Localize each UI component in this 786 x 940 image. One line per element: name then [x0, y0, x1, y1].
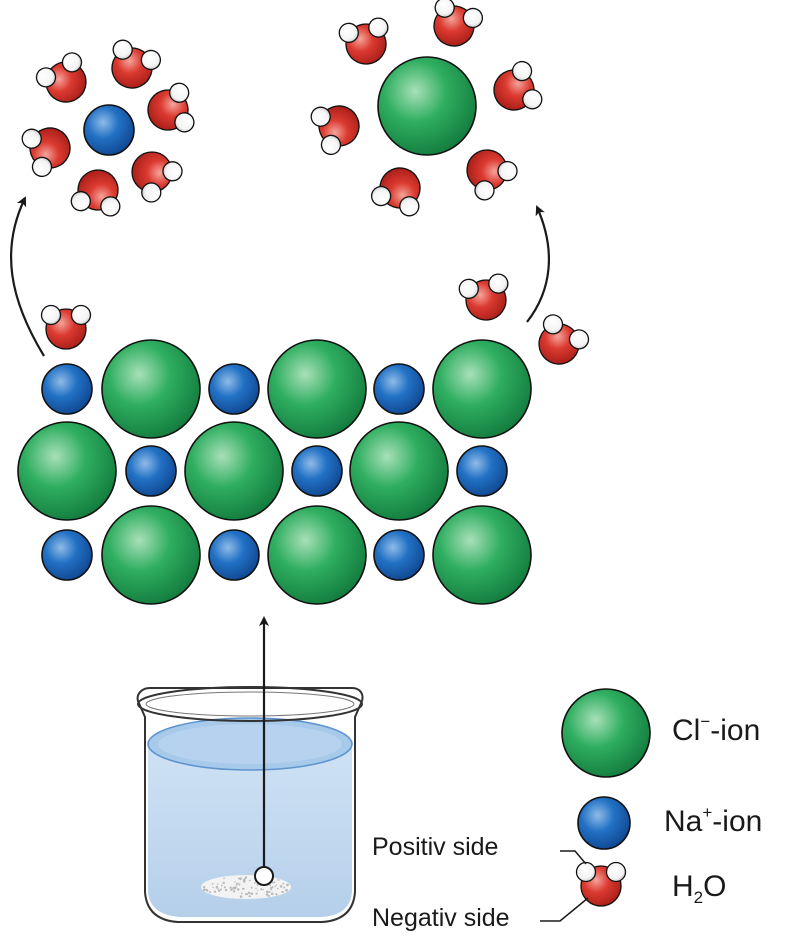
blue-sphere-icon	[577, 796, 631, 850]
nacl-crystal-lattice	[17, 339, 532, 605]
sodium-ion	[208, 529, 260, 581]
negative-side-label: Negativ side	[372, 904, 510, 932]
water-molecule	[143, 81, 197, 139]
salt-grains	[202, 875, 289, 898]
water-molecule	[423, 0, 486, 54]
beaker-rim	[137, 686, 363, 722]
sodium-ion	[373, 363, 425, 415]
green-sphere-icon	[561, 688, 651, 778]
sodium-ion	[291, 445, 343, 497]
chloride-ion	[432, 505, 532, 605]
sodium-ion	[41, 529, 93, 581]
hydrated-chloride-ion	[307, 0, 546, 220]
negative-side-leader	[540, 897, 589, 922]
water-molecule-icon	[575, 861, 627, 907]
beaker-outline	[136, 687, 364, 923]
chloride-ion	[432, 339, 532, 439]
chloride-ion	[101, 339, 201, 439]
water-molecule	[457, 271, 515, 325]
zoom-circle	[254, 866, 274, 886]
water-molecule	[18, 117, 78, 180]
water-molecule	[337, 15, 395, 69]
beaker-water	[148, 744, 352, 917]
chloride-ion	[17, 421, 117, 521]
water-molecule	[32, 48, 98, 113]
positive-side-leader	[560, 850, 587, 865]
water-molecule	[101, 36, 164, 96]
water-molecule	[119, 139, 187, 207]
sodium-ion	[125, 445, 177, 497]
sodium-ion	[83, 104, 135, 156]
water-molecule	[368, 160, 431, 220]
sodium-ion	[208, 363, 260, 415]
hydrated-sodium-ion	[18, 36, 197, 219]
water-molecule	[69, 165, 127, 219]
positive-side-label: Positiv side	[372, 833, 499, 861]
sodium-ion	[373, 529, 425, 581]
sodium-ion	[41, 363, 93, 415]
chloride-ion	[101, 505, 201, 605]
water-molecule	[454, 138, 522, 205]
water-molecule	[527, 310, 593, 375]
legend-chloride-label: Cl−-ion	[672, 712, 761, 747]
chloride-ion	[267, 339, 367, 439]
chloride-ion	[267, 505, 367, 605]
water-molecule	[486, 58, 546, 121]
chloride-ion	[349, 421, 449, 521]
chloride-ion	[377, 56, 477, 156]
chloride-ion	[184, 421, 284, 521]
beaker	[136, 686, 364, 923]
legend-sodium-label: Na+-ion	[664, 803, 763, 838]
left-dissolve-arrow	[10, 196, 45, 357]
water-molecule	[307, 95, 367, 158]
right-dissolve-arrow	[526, 205, 551, 323]
sodium-ion	[456, 445, 508, 497]
legend-water-label: H2O	[672, 870, 727, 907]
water-molecule	[40, 304, 92, 350]
